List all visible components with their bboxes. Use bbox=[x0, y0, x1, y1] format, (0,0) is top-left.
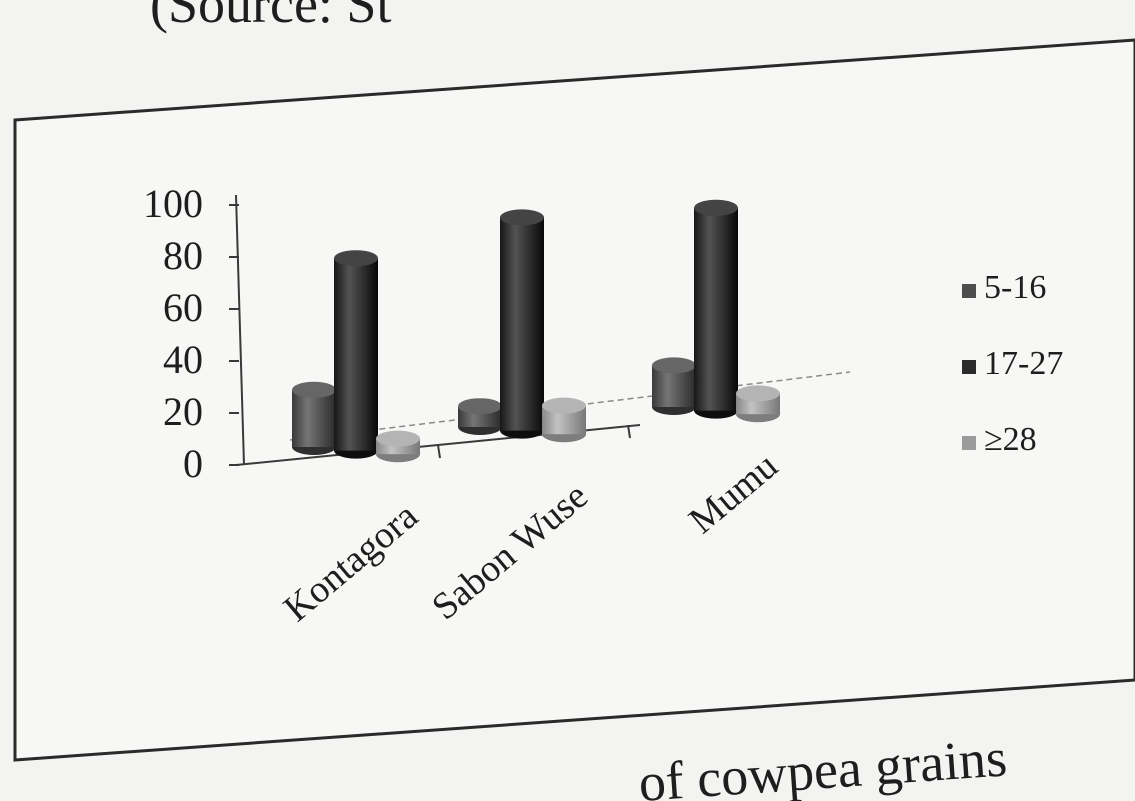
bar-cap bbox=[500, 209, 544, 226]
bar-cap bbox=[334, 250, 378, 267]
y-axis-line bbox=[235, 194, 245, 466]
source-citation: (Source: St bbox=[150, 0, 391, 34]
bar-cap bbox=[292, 381, 336, 398]
bar-body bbox=[334, 258, 378, 451]
y-axis-ticks: 0 20 40 60 80 100 bbox=[143, 181, 239, 486]
bar-body bbox=[292, 389, 336, 447]
bar-cap bbox=[652, 357, 696, 374]
tick-mark bbox=[627, 424, 631, 439]
y-tick-label: 0 bbox=[183, 441, 203, 486]
bar-cap bbox=[736, 385, 780, 402]
y-tick-label: 20 bbox=[163, 389, 203, 434]
y-tick-label: 100 bbox=[143, 181, 203, 226]
bar-5-16-sabon-wuse bbox=[458, 398, 502, 435]
legend-swatch bbox=[962, 436, 976, 450]
bar-≥28-kontagora bbox=[376, 430, 420, 463]
figure-caption: of cowpea grains bbox=[637, 727, 1009, 801]
bar-≥28-mumu bbox=[736, 385, 780, 423]
bar-5-16-kontagora bbox=[292, 381, 336, 455]
bar-5-16-mumu bbox=[652, 357, 696, 415]
tick-mark bbox=[437, 444, 441, 459]
y-tick-label: 60 bbox=[163, 285, 203, 330]
y-tick-label: 40 bbox=[163, 337, 203, 382]
bars-layer bbox=[292, 199, 780, 463]
bar-cap bbox=[458, 398, 502, 415]
legend-label: 5-16 bbox=[984, 269, 1046, 306]
bar-cap bbox=[542, 397, 586, 414]
legend-label: 17-27 bbox=[984, 345, 1063, 382]
bar-17-27-kontagora bbox=[334, 250, 378, 459]
bar-cap bbox=[694, 199, 738, 216]
y-tick-label: 80 bbox=[163, 233, 203, 278]
bar-cap bbox=[376, 430, 420, 447]
bar-body bbox=[694, 207, 738, 411]
legend-swatch bbox=[962, 360, 976, 374]
bar-17-27-mumu bbox=[694, 199, 738, 419]
legend: 5-16 17-27 ≥28 bbox=[962, 269, 1063, 458]
bar-17-27-sabon-wuse bbox=[500, 209, 544, 439]
bar-≥28-sabon-wuse bbox=[542, 397, 586, 443]
bar-body bbox=[500, 217, 544, 431]
legend-label: ≥28 bbox=[984, 421, 1037, 458]
legend-swatch bbox=[962, 284, 976, 298]
